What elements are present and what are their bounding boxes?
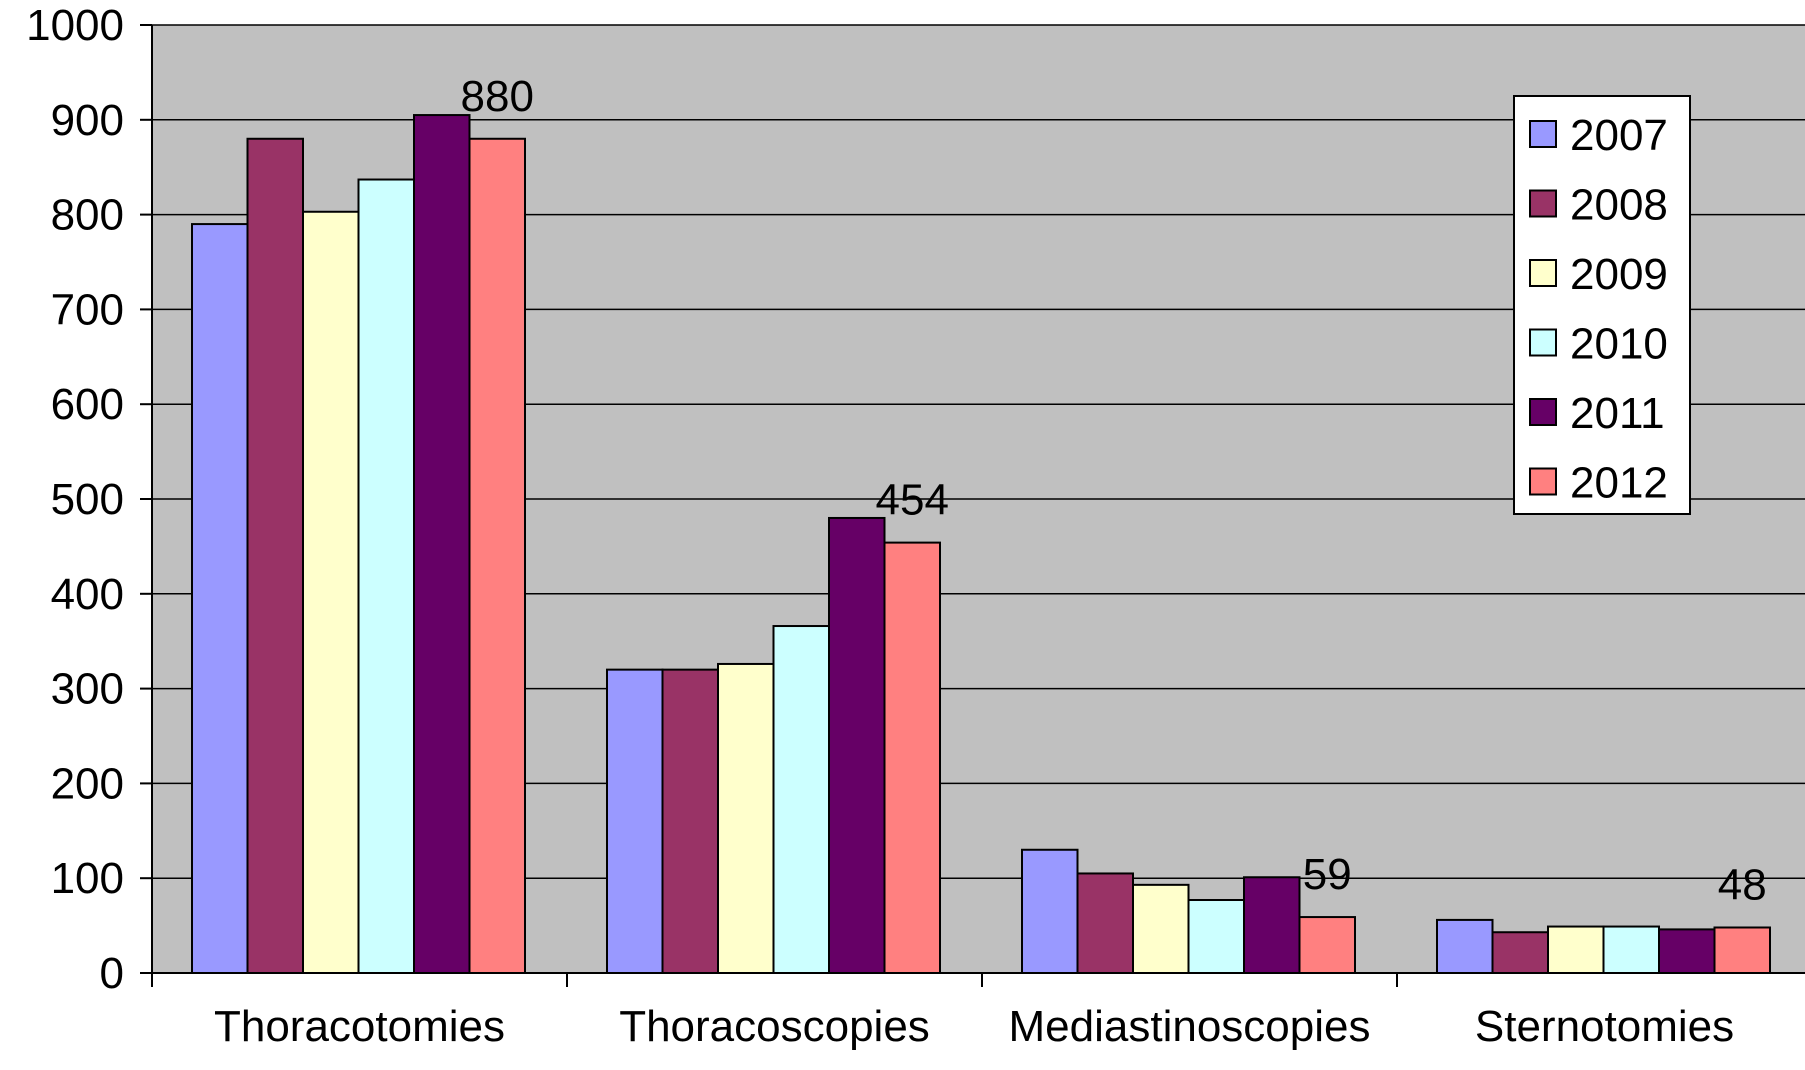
- bar-sternotomies-2009: [1547, 925, 1605, 974]
- category-label: Mediastinoscopies: [1009, 1002, 1371, 1051]
- y-tick-label: 0: [100, 949, 124, 998]
- y-tick-label: 600: [51, 380, 124, 429]
- category-label: Thoracotomies: [214, 1002, 505, 1051]
- bar-thoracotomies-2007: [191, 223, 249, 974]
- bar-thoracotomies-2012: [468, 137, 526, 974]
- legend-label: 2012: [1570, 459, 1668, 508]
- y-tick-label: 100: [51, 854, 124, 903]
- legend-label: 2010: [1570, 320, 1668, 369]
- legend: 2007 2008 2009 2010 2011 2012: [1513, 95, 1691, 515]
- bar-thoracotomies-2008: [246, 137, 304, 974]
- bar-thoracoscopies-2008: [661, 668, 719, 974]
- y-tick-label: 800: [51, 191, 124, 240]
- bar-thoracotomies-2010: [357, 178, 415, 975]
- y-tick-label: 700: [51, 285, 124, 334]
- bar-mediastinoscopies-2008: [1076, 872, 1134, 975]
- legend-swatch: [1529, 398, 1557, 426]
- legend-label: 2011: [1570, 389, 1665, 438]
- y-tick-label: 400: [51, 570, 124, 619]
- bar-mediastinoscopies-2012: [1298, 916, 1356, 974]
- legend-swatch: [1529, 467, 1557, 496]
- bar-sternotomies-2007: [1436, 918, 1494, 974]
- data-label: 880: [461, 72, 534, 121]
- y-tick-label: 1000: [26, 1, 124, 50]
- data-label: 48: [1718, 860, 1767, 909]
- category-label: Sternotomies: [1475, 1002, 1734, 1051]
- legend-swatch: [1529, 120, 1557, 148]
- bar-thoracoscopies-2007: [606, 668, 664, 974]
- legend-label: 2008: [1570, 181, 1668, 230]
- bar-thoracoscopies-2011: [828, 516, 886, 975]
- data-label: 59: [1303, 850, 1352, 899]
- bar-sternotomies-2008: [1491, 931, 1549, 975]
- bar-thoracoscopies-2012: [883, 541, 941, 974]
- y-tick-labels: 0 100 200 300 400 500 600 700 800 900 1000: [26, 1, 124, 998]
- bar-sternotomies-2010: [1602, 925, 1660, 974]
- legend-box: [1513, 95, 1691, 515]
- bar-thoracotomies-2011: [413, 114, 471, 974]
- bar-thoracoscopies-2010: [772, 625, 830, 974]
- y-tick-label: 900: [51, 96, 124, 145]
- legend-swatch: [1529, 328, 1557, 357]
- legend-swatch: [1529, 189, 1557, 218]
- bars: [191, 114, 1771, 975]
- legend-swatch: [1529, 259, 1557, 287]
- data-labels: 880 454 59 48: [461, 72, 1767, 910]
- bar-mediastinoscopies-2007: [1021, 848, 1079, 975]
- data-label: 454: [876, 476, 949, 525]
- axes: [140, 24, 1805, 987]
- bar-sternotomies-2012: [1713, 926, 1771, 974]
- y-tick-label: 200: [51, 759, 124, 808]
- bar-thoracotomies-2009: [302, 210, 360, 975]
- bar-mediastinoscopies-2009: [1132, 883, 1190, 974]
- legend-label: 2009: [1570, 250, 1668, 299]
- category-labels: Thoracotomies Thoracoscopies Mediastinosco…: [214, 1002, 1734, 1051]
- legend-label: 2007: [1570, 111, 1668, 160]
- bar-thoracoscopies-2009: [717, 662, 775, 975]
- bar-sternotomies-2011: [1658, 928, 1716, 975]
- bar-mediastinoscopies-2010: [1187, 899, 1245, 975]
- category-label: Thoracoscopies: [619, 1002, 930, 1051]
- y-tick-label: 300: [51, 665, 124, 714]
- y-tick-label: 500: [51, 475, 124, 524]
- bar-mediastinoscopies-2011: [1243, 876, 1301, 975]
